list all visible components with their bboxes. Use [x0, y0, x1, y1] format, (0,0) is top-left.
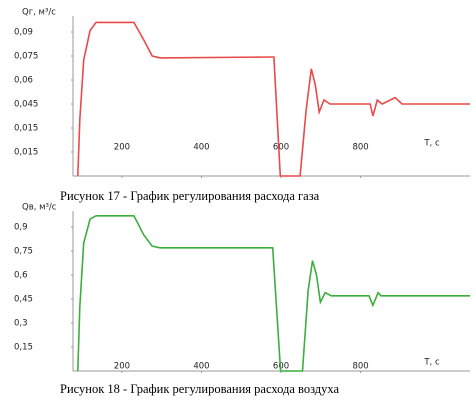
y-tick-label: 0,3: [14, 319, 28, 329]
figure-caption: Рисунок 17 - График регулирования расход…: [60, 189, 320, 203]
y-tick-label: 0,09: [14, 28, 33, 38]
y-tick-label: 0,45: [14, 295, 33, 305]
x-tick-label: 800: [352, 362, 368, 372]
y-tick-label: 0,75: [14, 247, 33, 257]
figure-caption: Рисунок 18 - График регулирования расход…: [60, 382, 339, 396]
y-tick-label: 0,15: [14, 343, 33, 353]
y-axis-title: Qг, м³/с: [22, 8, 56, 18]
x-tick-label: 600: [273, 143, 289, 153]
y-tick-label: 0,015: [14, 148, 38, 158]
x-tick-label: 200: [114, 143, 130, 153]
x-tick-label: 400: [193, 143, 209, 153]
data-line: [77, 21, 470, 177]
x-tick-label: 200: [114, 362, 130, 372]
y-axis-title: Qв, м³/с: [22, 203, 57, 213]
y-tick-label: 0,06: [14, 76, 33, 86]
x-axis-title: Т, с: [423, 358, 440, 368]
y-tick-label: 0,015: [14, 124, 38, 134]
y-tick-label: 0,045: [14, 100, 38, 110]
x-tick-label: 400: [193, 362, 209, 372]
y-tick-label: 0,9: [14, 223, 28, 233]
x-axis-title: Т, с: [423, 139, 440, 149]
y-tick-label: 0,6: [14, 271, 28, 281]
y-tick-label: 0,075: [14, 52, 38, 62]
data-line: [77, 215, 470, 372]
x-tick-label: 800: [352, 143, 368, 153]
